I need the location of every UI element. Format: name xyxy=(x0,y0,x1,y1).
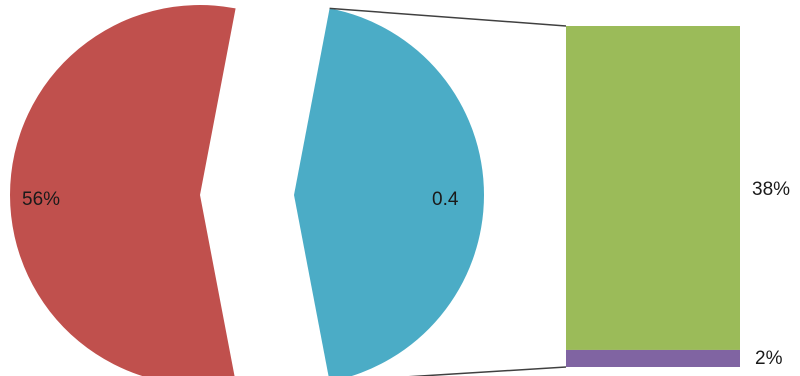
bar-segment-2-percent xyxy=(566,349,740,367)
label-38-percent: 38% xyxy=(752,179,790,200)
label-2-percent: 2% xyxy=(755,348,783,369)
label-56-percent: 56% xyxy=(22,189,60,210)
bar-segment-38-percent xyxy=(566,26,740,350)
pie-slice-56-percent xyxy=(10,5,236,376)
connector-line-bottom xyxy=(408,366,567,376)
pie-slice-exploded-0-4 xyxy=(294,8,485,376)
label-0-4: 0.4 xyxy=(432,189,459,210)
connector-line-top xyxy=(329,7,567,27)
